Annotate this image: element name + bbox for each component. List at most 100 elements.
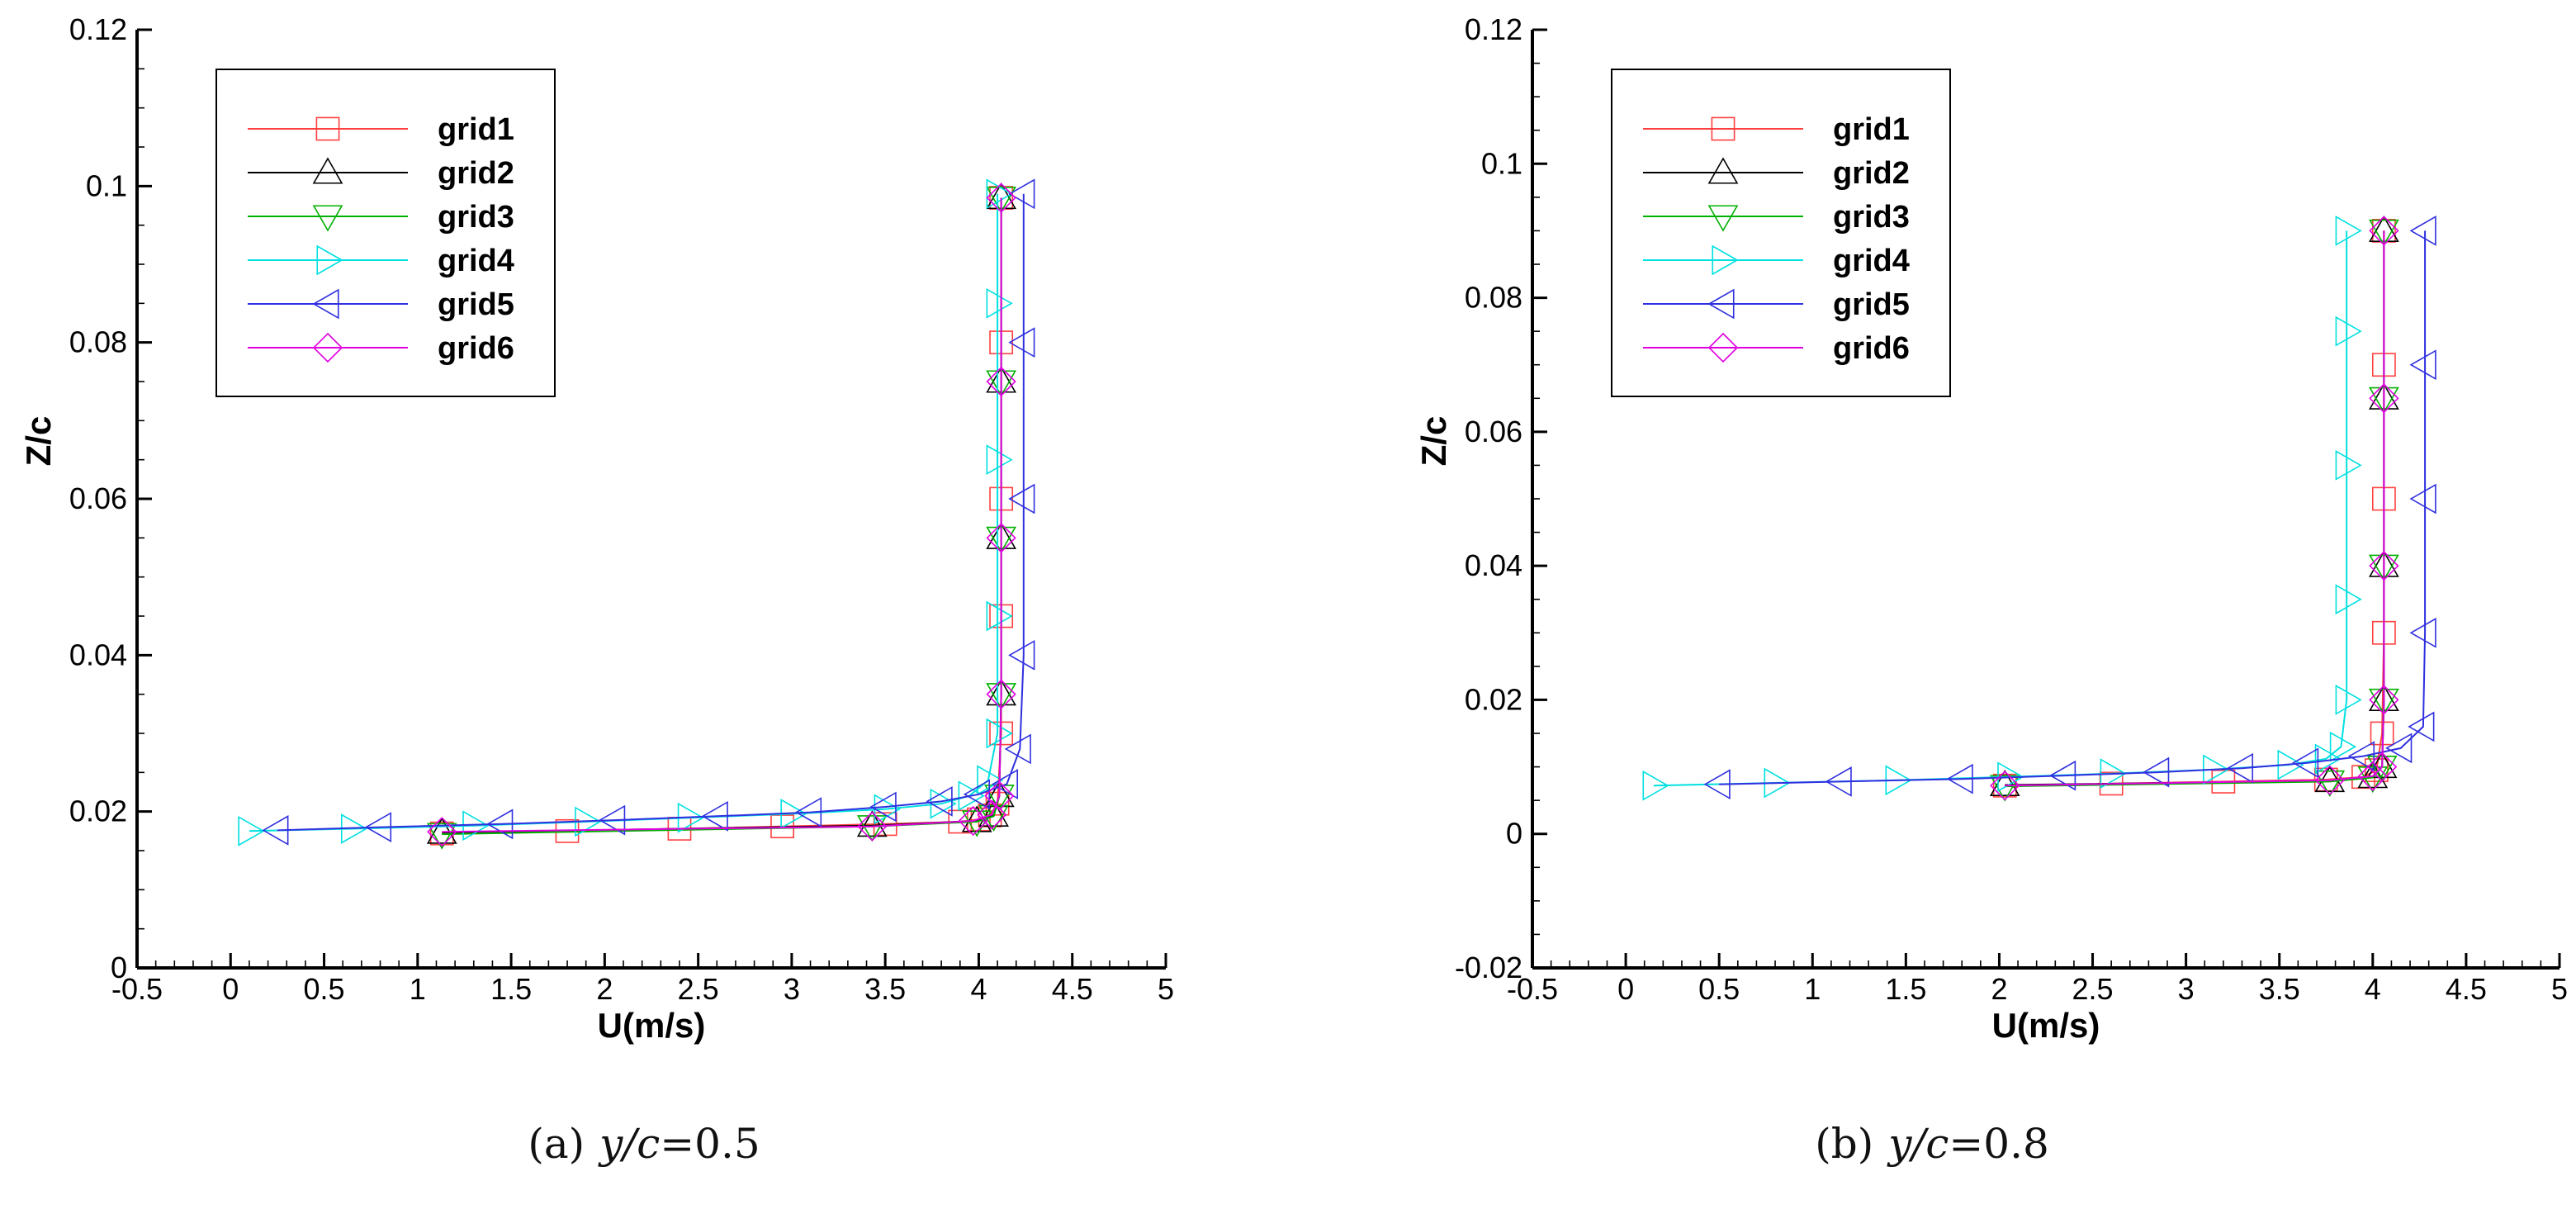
chart-a-x-tick-label: 0.5 xyxy=(304,972,345,1006)
chart-b-point-grid5 xyxy=(2385,733,2413,764)
chart-a-y-axis-title: Z/c xyxy=(19,416,58,467)
chart-a-point-grid6 xyxy=(958,805,988,837)
chart-a-legend-marker xyxy=(312,288,339,320)
chart-b-y-tick-label: 0.04 xyxy=(1465,548,1522,582)
chart-a-x-tick-label: 4 xyxy=(970,972,987,1006)
chart-b-point-grid6 xyxy=(2369,685,2399,715)
chart-a-point-grid4 xyxy=(986,287,1013,319)
chart-a-point-grid5 xyxy=(1004,733,1031,765)
chart-b-point-grid6 xyxy=(2314,765,2345,795)
chart-b-series-grid1 xyxy=(1992,219,2396,798)
chart-b-point-grid6 xyxy=(2366,752,2398,782)
chart-a-point-grid5 xyxy=(1008,327,1035,358)
chart-a-legend-item: grid1 xyxy=(248,112,514,147)
chart-a-legend-item: grid5 xyxy=(248,287,514,322)
chart-a-series-line-grid6 xyxy=(442,197,1002,833)
chart-b-point-grid4 xyxy=(2335,216,2362,246)
chart-b-y-tick-label: 0.12 xyxy=(1465,12,1522,46)
chart-b-y-tick-label: -0.02 xyxy=(1455,951,1522,984)
chart-a-x-axis-title: U(m/s) xyxy=(598,1006,706,1045)
chart-a-legend-marker xyxy=(312,205,343,232)
chart-b-point-grid5 xyxy=(2292,747,2319,779)
chart-b-legend: grid1 grid2 grid3 grid4 grid5 grid6 xyxy=(1611,69,1951,397)
chart-a-x-tick-label: -0.5 xyxy=(111,972,163,1006)
chart-a-y-tick-label: 0.12 xyxy=(69,12,127,46)
chart-a-legend-marker xyxy=(312,157,343,184)
chart-a-x-tick-label: 3.5 xyxy=(864,972,906,1006)
chart-b-point-grid5 xyxy=(2049,760,2076,791)
chart-b-x-tick-label: 4 xyxy=(2365,972,2381,1006)
chart-a-point-grid3 xyxy=(426,823,457,850)
chart-b-point-grid6 xyxy=(1990,771,2020,801)
chart-a-point-grid2 xyxy=(426,817,457,844)
caption-a: (a) y/c =0.5 xyxy=(0,1074,1288,1214)
chart-a-x-tick-label: 2.5 xyxy=(678,972,719,1006)
chart-b-legend-label: grid6 xyxy=(1833,331,1910,366)
chart-b-x-tick-label: 5 xyxy=(2551,972,2568,1006)
chart-a-point-grid6 xyxy=(857,811,888,842)
chart-a-y-tick-label: 0.04 xyxy=(69,638,127,671)
chart-a-x-tick-label: 3 xyxy=(784,972,800,1006)
chart-a-point-grid5 xyxy=(991,769,1018,799)
chart-a-x-tick-label: 4.5 xyxy=(1052,972,1093,1006)
chart-b-legend-item: grid3 xyxy=(1643,200,1910,235)
chart-a-legend-label: grid6 xyxy=(438,331,514,366)
chart-b-x-tick-label: -0.5 xyxy=(1507,972,1558,1006)
chart-a-point-grid5 xyxy=(599,804,626,836)
chart-a-point-grid6 xyxy=(427,817,457,847)
chart-a-y-tick-label: 0.1 xyxy=(86,168,127,202)
chart-b-legend-item: grid5 xyxy=(1643,287,1910,322)
chart-b: -0.5 0 0.5 1 1.5 2 2.5 3 3.5 4 4.5 5 -0.02 0 0.02 0.04 0… xyxy=(1414,12,2568,1045)
chart-b-point-grid5 xyxy=(2409,349,2436,381)
chart-b-x-tick-label: 3.5 xyxy=(2259,972,2300,1006)
chart-a-point-grid6 xyxy=(986,183,1016,213)
chart-b-series-line-grid3 xyxy=(2005,230,2385,788)
chart-a-legend-marker xyxy=(315,116,340,141)
chart-a-legend-item: grid2 xyxy=(248,156,514,191)
caption-b-value: =0.8 xyxy=(1949,1120,2049,1168)
chart-b-legend-label: grid1 xyxy=(1833,112,1910,147)
chart-b-legend-item: grid4 xyxy=(1643,244,1910,278)
chart-b-point-grid5 xyxy=(1946,763,1973,794)
chart-b-point-grid4 xyxy=(2335,315,2362,347)
caption-b-label: (b) xyxy=(1815,1120,1874,1168)
chart-a-point-grid6 xyxy=(986,366,1016,397)
chart-b-y-tick-label: 0.08 xyxy=(1465,281,1522,315)
chart-b-series-grid5 xyxy=(1703,216,2436,800)
chart-a-x-tick-label: 2 xyxy=(596,972,613,1006)
chart-a-point-grid6 xyxy=(984,780,1015,811)
chart-a-legend-marker xyxy=(316,244,343,276)
chart-b-point-grid4 xyxy=(1997,761,2024,793)
caption-b: (b) y/c =0.8 xyxy=(1288,1074,2576,1214)
chart-a-point-grid5 xyxy=(262,815,289,846)
chart-b-series-line-grid5 xyxy=(1719,230,2427,785)
chart-a-legend-label: grid1 xyxy=(438,112,514,147)
chart-b-y-tick-label: 0.02 xyxy=(1465,682,1522,716)
chart-b-legend-label: grid4 xyxy=(1833,244,1910,278)
chart-a-x-tick-label: 0 xyxy=(222,972,239,1006)
chart-b-series-line-grid2 xyxy=(2005,230,2385,786)
chart-a-y-tick-label: 0 xyxy=(111,951,127,984)
chart-a-series-grid6 xyxy=(427,183,1016,847)
chart-b-x-tick-label: 1.5 xyxy=(1885,972,1926,1006)
chart-a-point-grid3 xyxy=(978,804,1009,832)
chart-b-point-grid5 xyxy=(2409,483,2436,515)
chart-b-legend-label: grid3 xyxy=(1833,200,1910,235)
chart-b-x-tick-label: 2.5 xyxy=(2072,972,2114,1006)
chart-b-legend-marker xyxy=(1712,244,1739,276)
chart-panel-b: -0.5 0 0.5 1 1.5 2 2.5 3 3.5 4 4.5 5 -0.02 0 0.02 0.04 0… xyxy=(1288,0,2576,1214)
chart-panel-a: -0.5 0 0.5 1 1.5 2 2.5 3 3.5 4 4.5 5 0 0.02 0.04 0.06 0.… xyxy=(0,12,1288,1214)
chart-a-legend-label: grid4 xyxy=(438,244,514,278)
chart-b-legend-label: grid2 xyxy=(1833,156,1910,191)
chart-a-legend-item: grid3 xyxy=(248,200,514,235)
chart-b-legend-box xyxy=(1611,69,1951,397)
chart-a-point-grid5 xyxy=(926,785,953,817)
chart-b-point-grid5 xyxy=(2409,216,2436,246)
chart-b-point-grid5 xyxy=(2226,752,2254,784)
chart-a-point-grid5 xyxy=(364,812,392,842)
chart-a-point-grid2 xyxy=(983,780,1015,808)
chart-a-legend-label: grid5 xyxy=(438,287,514,322)
chart-a-y-tick-label: 0.06 xyxy=(69,481,127,515)
chart-b-y-tick-label: 0.1 xyxy=(1481,146,1522,180)
chart-a-legend-label: grid3 xyxy=(438,200,514,235)
